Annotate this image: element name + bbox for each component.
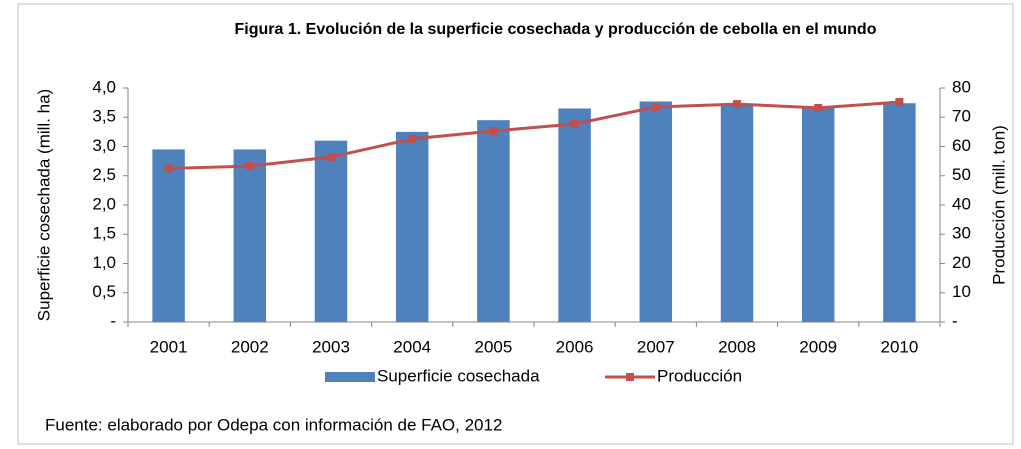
bar [314, 140, 348, 322]
line-marker [895, 98, 904, 107]
line-marker [164, 164, 173, 173]
bar [883, 103, 916, 323]
legend-swatch-marker [626, 373, 634, 381]
y2-tick-label: 40 [952, 194, 971, 213]
line-marker [245, 162, 254, 171]
y2-tick-label: 60 [952, 136, 971, 155]
x-tick-label: 2004 [393, 337, 431, 356]
y-tick-label: - [110, 311, 116, 330]
bar [639, 101, 673, 322]
x-tick-label: 2009 [799, 337, 837, 356]
y2-axis-label: Producción (mill. ton) [989, 125, 1008, 285]
y-tick-label: 2,0 [92, 194, 116, 213]
y2-tick-label: 80 [952, 77, 971, 96]
y-tick-label: 1,0 [92, 253, 116, 272]
line-marker [327, 153, 335, 162]
x-tick-label: 2010 [880, 337, 918, 356]
y-tick-label: 4,0 [92, 77, 116, 96]
x-tick-label: 2002 [231, 337, 269, 356]
line-marker [651, 103, 660, 112]
y-axis-label: Superficie cosechada (mill. ha) [34, 89, 53, 321]
x-tick-label: 2008 [718, 337, 756, 356]
x-tick-label: 2007 [637, 337, 675, 356]
legend-swatch [325, 372, 375, 382]
bar [720, 103, 754, 322]
y2-tick-label: - [952, 311, 958, 330]
y-tick-label: 3,5 [92, 107, 116, 126]
legend-label: Superficie cosechada [377, 366, 540, 385]
bar [477, 120, 510, 322]
source-note: Fuente: elaborado por Odepa con informac… [45, 415, 502, 434]
line-marker [408, 134, 417, 143]
legend-label: Producción [657, 366, 742, 385]
y2-tick-label: 50 [952, 165, 971, 184]
bar [152, 149, 185, 322]
line-marker [814, 103, 823, 112]
y-tick-label: 1,5 [92, 224, 116, 243]
bar [558, 108, 591, 322]
x-tick-label: 2005 [474, 337, 512, 356]
line-marker [489, 126, 498, 135]
bar [801, 107, 835, 322]
line [168, 100, 900, 170]
y2-tick-label: 70 [952, 107, 971, 126]
y-tick-label: 2,5 [92, 165, 116, 184]
bar [233, 149, 267, 322]
x-tick-label: 2006 [556, 337, 594, 356]
chart-title: Figura 1. Evolución de la superficie cos… [234, 21, 877, 38]
y2-tick-label: 10 [952, 282, 971, 301]
y2-tick-label: 20 [952, 253, 971, 272]
line-marker [570, 119, 579, 128]
x-tick-label: 2003 [312, 337, 350, 356]
line-marker [733, 100, 741, 109]
y-tick-label: 3,0 [92, 136, 116, 155]
y-tick-label: 0,5 [92, 282, 116, 301]
x-tick-label: 2001 [150, 337, 188, 356]
chart-frame [17, 3, 1014, 445]
bar [395, 131, 429, 322]
y2-tick-label: 30 [952, 224, 971, 243]
